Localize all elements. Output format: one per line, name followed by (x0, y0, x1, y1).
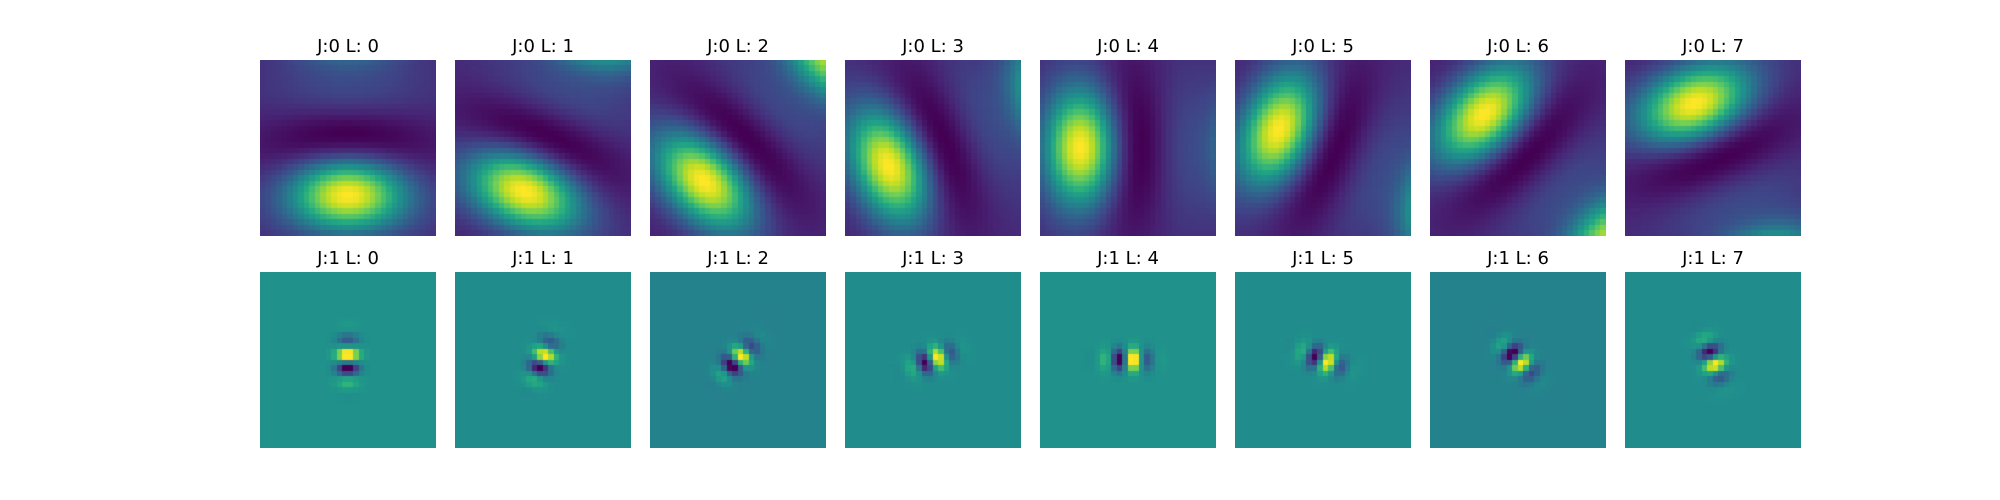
panel-title: J:0 L: 3 (902, 36, 964, 57)
panel-title: J:1 L: 5 (1292, 248, 1354, 269)
heatmap-canvas (650, 272, 826, 448)
heatmap-canvas (1235, 272, 1411, 448)
heatmap-canvas (1040, 272, 1216, 448)
heatmap-canvas (1235, 60, 1411, 236)
heatmap-canvas (1430, 272, 1606, 448)
panel-title: J:1 L: 1 (512, 248, 574, 269)
heatmap-canvas (260, 60, 436, 236)
heatmap-canvas (650, 60, 826, 236)
heatmap-canvas (455, 60, 631, 236)
panel-title: J:0 L: 7 (1682, 36, 1744, 57)
panel-title: J:0 L: 0 (317, 36, 379, 57)
panel-title: J:0 L: 1 (512, 36, 574, 57)
panel-title: J:0 L: 5 (1292, 36, 1354, 57)
panel-title: J:1 L: 0 (317, 248, 379, 269)
panel-title: J:0 L: 4 (1097, 36, 1159, 57)
heatmap-canvas (1430, 60, 1606, 236)
heatmap-canvas (1625, 60, 1801, 236)
heatmap-canvas (1040, 60, 1216, 236)
panel-title: J:1 L: 3 (902, 248, 964, 269)
panel-title: J:0 L: 6 (1487, 36, 1549, 57)
panel-title: J:1 L: 7 (1682, 248, 1744, 269)
panel-title: J:1 L: 2 (707, 248, 769, 269)
panel-title: J:0 L: 2 (707, 36, 769, 57)
heatmap-canvas (845, 60, 1021, 236)
heatmap-canvas (260, 272, 436, 448)
panel-title: J:1 L: 6 (1487, 248, 1549, 269)
heatmap-canvas (845, 272, 1021, 448)
heatmap-canvas (1625, 272, 1801, 448)
panel-title: J:1 L: 4 (1097, 248, 1159, 269)
heatmap-canvas (455, 272, 631, 448)
